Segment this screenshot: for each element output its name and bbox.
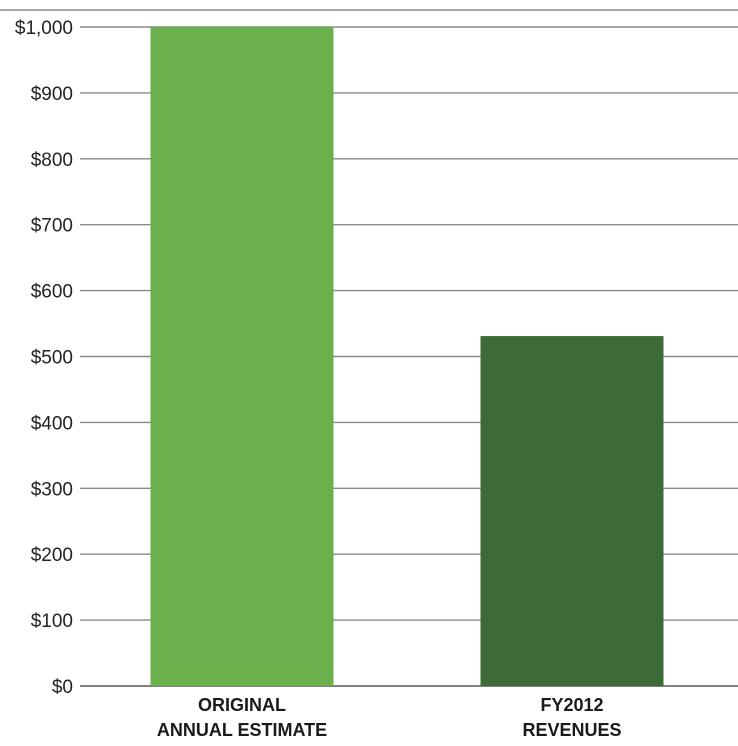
category-label: FY2012 REVENUES	[522, 695, 621, 740]
y-tick-label: $500	[31, 348, 73, 369]
y-tick-label: $1,000	[15, 18, 73, 39]
y-tick-label: $400	[31, 413, 73, 434]
bar	[480, 336, 664, 686]
x-axis-category-labels: ORIGINAL ANNUAL ESTIMATE FY2012 REVENUES	[157, 695, 622, 740]
y-tick-label: $200	[31, 545, 73, 566]
y-tick-label: $800	[31, 150, 73, 171]
y-tick-label: $700	[31, 216, 73, 237]
category-label: ORIGINAL ANNUAL ESTIMATE	[157, 695, 327, 740]
y-tick-label: $900	[31, 84, 73, 105]
y-tick-label: $600	[31, 282, 73, 303]
y-tick-label: $300	[31, 479, 73, 500]
y-tick-label: $100	[31, 611, 73, 632]
y-tick-label: $0	[52, 677, 73, 698]
bars	[150, 27, 664, 686]
bar	[150, 27, 334, 686]
y-axis-tick-labels: $0 $100 $200 $300 $400 $500 $600 $700 $800 $900 $1…	[15, 18, 73, 698]
